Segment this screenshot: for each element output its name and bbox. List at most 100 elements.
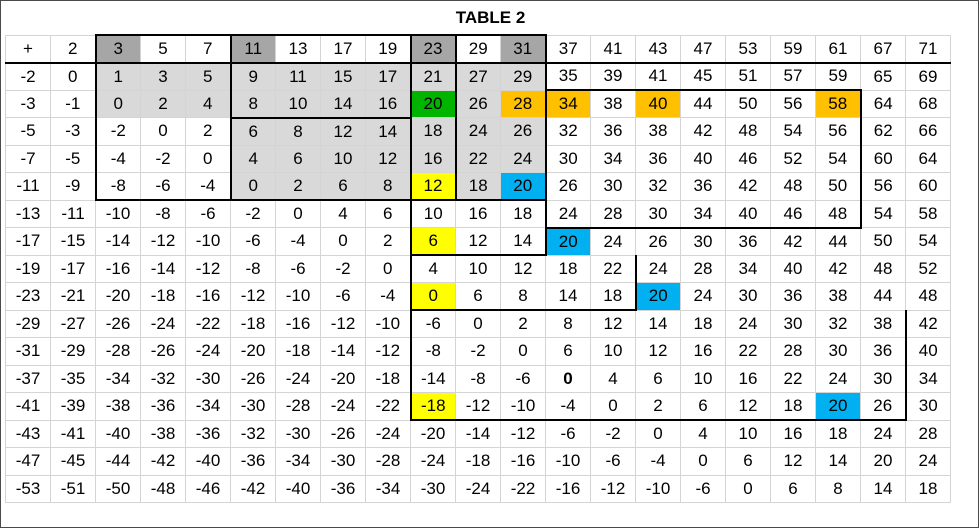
table-cell[interactable]: 40 <box>725 199 771 229</box>
table-cell[interactable]: -16 <box>95 254 141 283</box>
table-cell[interactable]: 2 <box>500 309 546 338</box>
table-cell[interactable]: 54 <box>770 117 816 146</box>
table-cell[interactable]: 36 <box>680 172 726 201</box>
header-cell[interactable]: 19 <box>365 34 411 64</box>
table-cell[interactable]: -21 <box>50 282 96 311</box>
table-cell[interactable]: -42 <box>140 447 186 476</box>
header-cell[interactable]: 7 <box>185 34 232 64</box>
table-cell[interactable]: 29 <box>500 62 547 91</box>
table-cell[interactable]: -10 <box>275 282 321 311</box>
table-cell[interactable]: 15 <box>320 62 366 91</box>
table-cell[interactable]: 26 <box>454 89 501 118</box>
table-cell[interactable]: -3 <box>50 117 96 146</box>
table-cell[interactable]: 18 <box>500 199 547 228</box>
table-cell[interactable]: 6 <box>409 227 456 256</box>
table-cell[interactable]: 26 <box>500 117 547 146</box>
table-cell[interactable]: 6 <box>275 144 321 173</box>
table-cell[interactable]: 36 <box>635 144 681 173</box>
table-cell[interactable]: 22 <box>725 337 771 366</box>
table-cell[interactable]: 0 <box>680 447 726 476</box>
table-cell[interactable]: 4 <box>229 144 276 173</box>
table-cell[interactable]: -18 <box>140 282 186 311</box>
table-cell[interactable]: 16 <box>409 144 456 173</box>
table-cell[interactable]: 18 <box>905 474 951 503</box>
table-cell[interactable]: 69 <box>905 62 951 91</box>
table-cell[interactable]: -30 <box>230 392 276 421</box>
header-cell[interactable]: 31 <box>500 34 547 64</box>
table-cell[interactable]: -6 <box>680 474 726 503</box>
table-cell[interactable]: 44 <box>815 227 861 256</box>
table-cell[interactable]: -41 <box>50 419 96 448</box>
row-header-cell[interactable]: -3 <box>5 89 51 118</box>
table-cell[interactable]: -10 <box>365 309 411 338</box>
table-cell[interactable]: 21 <box>409 62 456 91</box>
table-cell[interactable]: -6 <box>545 419 591 448</box>
table-cell[interactable]: 14 <box>500 227 547 256</box>
table-cell[interactable]: -28 <box>95 337 141 366</box>
table-cell[interactable]: 27 <box>454 62 501 91</box>
table-cell[interactable]: 10 <box>455 254 501 283</box>
table-cell[interactable]: -12 <box>320 309 366 338</box>
table-cell[interactable]: 42 <box>725 172 771 201</box>
table-cell[interactable]: 34 <box>545 89 591 118</box>
header-cell[interactable]: 61 <box>815 34 861 64</box>
table-cell[interactable]: 42 <box>815 254 861 283</box>
table-cell[interactable]: 24 <box>905 447 951 476</box>
table-cell[interactable]: 0 <box>140 117 186 146</box>
table-cell[interactable]: 4 <box>590 364 636 393</box>
table-cell[interactable]: -14 <box>140 254 186 283</box>
corner-cell[interactable]: + <box>5 34 51 64</box>
table-cell[interactable]: 38 <box>590 89 636 118</box>
header-cell[interactable]: 71 <box>905 34 951 64</box>
table-cell[interactable]: 18 <box>815 419 861 448</box>
table-cell[interactable]: -34 <box>95 364 141 393</box>
table-cell[interactable]: -29 <box>50 337 96 366</box>
table-cell[interactable]: 12 <box>455 227 501 256</box>
table-cell[interactable]: 24 <box>454 117 501 146</box>
table-cell[interactable]: -16 <box>185 282 231 311</box>
table-cell[interactable]: -16 <box>500 447 546 476</box>
table-cell[interactable]: 35 <box>545 62 591 91</box>
table-cell[interactable]: -24 <box>455 474 501 503</box>
table-cell[interactable]: 58 <box>815 89 862 118</box>
row-header-cell[interactable]: -2 <box>5 62 51 91</box>
table-cell[interactable]: 68 <box>905 89 951 118</box>
table-cell[interactable]: 10 <box>275 89 321 118</box>
table-cell[interactable]: -10 <box>635 474 681 503</box>
table-cell[interactable]: 6 <box>229 116 276 146</box>
table-cell[interactable]: 18 <box>680 309 726 338</box>
table-cell[interactable]: 28 <box>680 254 726 283</box>
table-cell[interactable]: -6 <box>590 447 636 476</box>
table-cell[interactable]: 24 <box>725 309 771 338</box>
table-cell[interactable]: 20 <box>500 172 547 201</box>
table-cell[interactable]: 3 <box>140 62 186 91</box>
table-cell[interactable]: -36 <box>185 419 231 448</box>
table-cell[interactable]: 8 <box>365 172 411 201</box>
table-cell[interactable]: -2 <box>320 254 366 283</box>
table-cell[interactable]: 28 <box>770 337 816 366</box>
table-cell[interactable]: -15 <box>50 227 96 256</box>
table-cell[interactable]: -2 <box>590 419 636 448</box>
table-cell[interactable]: 6 <box>770 474 816 503</box>
table-cell[interactable]: 30 <box>905 392 951 421</box>
table-cell[interactable]: 18 <box>770 392 816 421</box>
table-cell[interactable]: 30 <box>725 282 771 311</box>
table-cell[interactable]: -34 <box>275 447 321 476</box>
table-cell[interactable]: -39 <box>50 392 96 421</box>
table-cell[interactable]: 34 <box>590 144 636 173</box>
table-cell[interactable]: 14 <box>365 116 411 146</box>
table-cell[interactable]: -30 <box>410 474 456 503</box>
table-cell[interactable]: -38 <box>140 419 186 448</box>
table-cell[interactable]: 36 <box>590 117 636 146</box>
table-cell[interactable]: 42 <box>770 227 816 256</box>
table-cell[interactable]: -24 <box>275 364 321 393</box>
table-cell[interactable]: 34 <box>725 254 771 283</box>
table-cell[interactable]: -4 <box>545 392 591 421</box>
header-cell[interactable]: 17 <box>320 34 366 64</box>
table-cell[interactable]: -11 <box>50 199 96 228</box>
table-cell[interactable]: 65 <box>860 62 906 91</box>
table-cell[interactable]: -12 <box>455 392 501 421</box>
table-cell[interactable]: 10 <box>680 364 726 393</box>
table-cell[interactable]: 0 <box>545 364 591 393</box>
table-cell[interactable]: 60 <box>860 144 906 173</box>
